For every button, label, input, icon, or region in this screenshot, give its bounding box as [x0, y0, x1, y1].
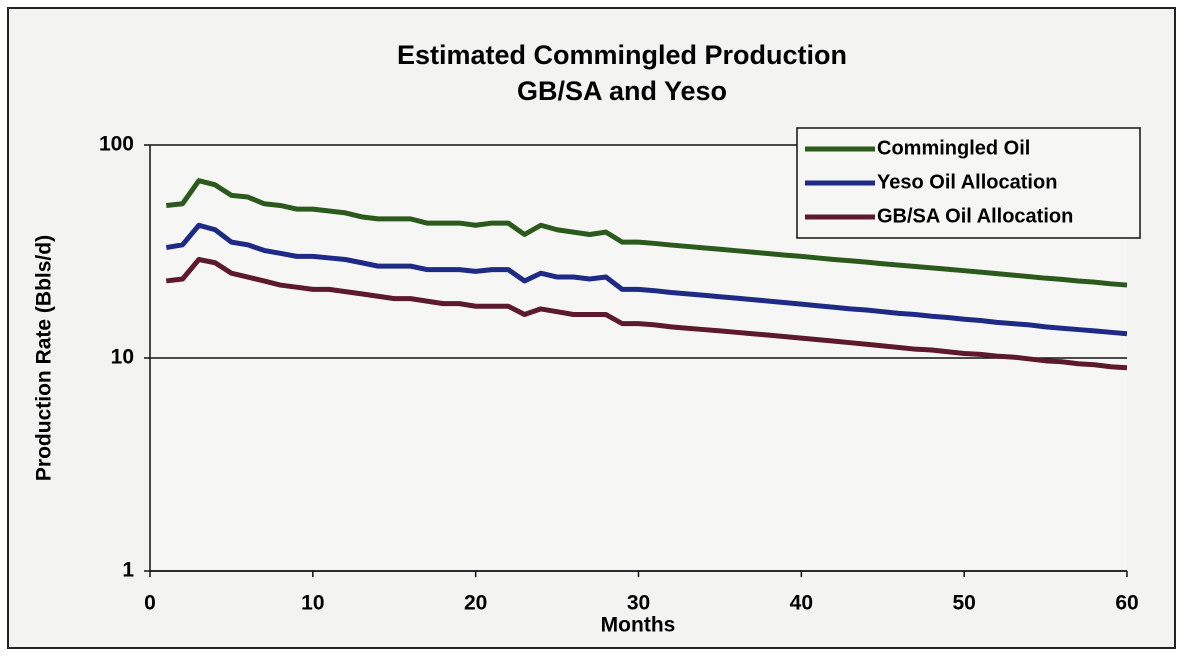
- x-tick-label: 60: [1115, 592, 1138, 615]
- x-tick-label: 10: [301, 592, 324, 615]
- legend-label: GB/SA Oil Allocation: [877, 205, 1073, 227]
- legend-label: Yeso Oil Allocation: [877, 171, 1057, 193]
- y-axis-label: Production Rate (Bbls/d): [33, 235, 56, 481]
- y-tick-label: 10: [111, 346, 134, 369]
- x-tick-label: 30: [627, 592, 650, 615]
- x-axis-label: Months: [601, 614, 676, 637]
- legend-label: Commingled Oil: [877, 137, 1030, 159]
- series-line: [166, 178, 1128, 288]
- series-line: [165, 257, 1128, 371]
- x-tick-label: 0: [144, 592, 156, 615]
- chart-subtitle: GB/SA and Yeso: [517, 76, 727, 106]
- y-tick-label: 100: [99, 133, 134, 156]
- x-tick-label: 50: [952, 592, 975, 615]
- x-tick-label: 40: [790, 592, 813, 615]
- x-tick-label: 20: [464, 592, 487, 615]
- series-line: [165, 222, 1128, 337]
- y-tick-label: 1: [122, 559, 134, 582]
- chart-title: Estimated Commingled Production: [397, 40, 847, 70]
